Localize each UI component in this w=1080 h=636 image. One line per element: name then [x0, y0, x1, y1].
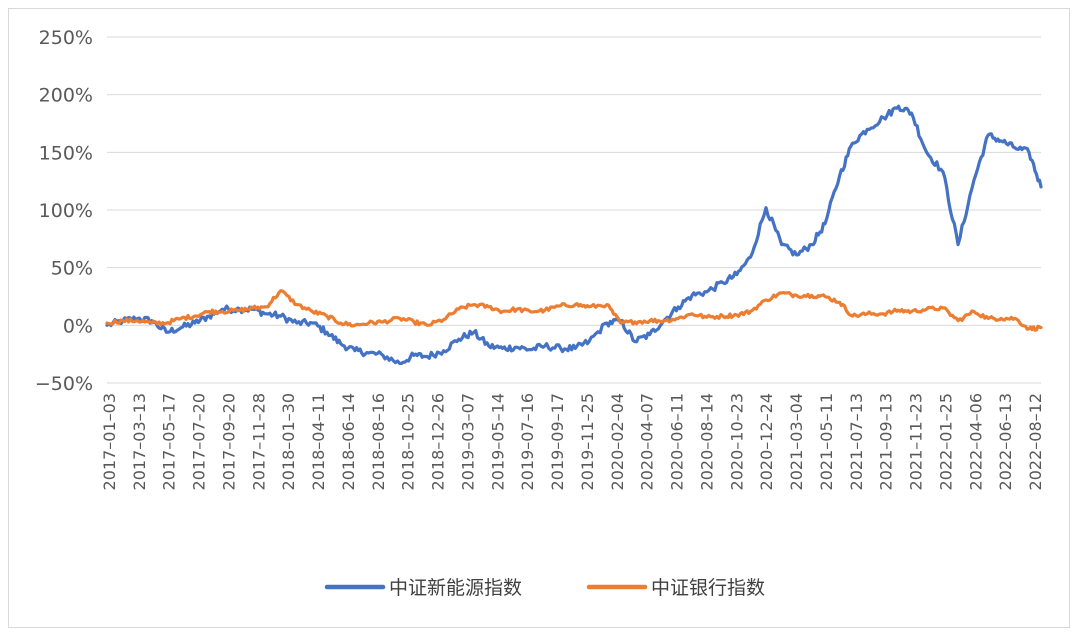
x-tick-label: 2022–06–13: [996, 393, 1015, 490]
y-tick-label: −50%: [35, 373, 93, 395]
x-tick-label: 2019–11–25: [578, 393, 597, 490]
y-tick-label: 100%: [39, 200, 93, 222]
x-tick-label: 2017–11–28: [249, 393, 268, 490]
x-tick-label: 2018–01–30: [279, 393, 298, 490]
x-tick-label: 2022–04–06: [966, 393, 985, 490]
x-tick-label: 2018–04–11: [309, 393, 328, 490]
x-tick-label: 2020–08–14: [697, 393, 716, 490]
line-chart: 250% 200% 150% 100% 50% 0% −50% 2017–01–03 2017–…: [35, 27, 1045, 599]
chart-frame: 250% 200% 150% 100% 50% 0% −50% 2017–01–03 2017–…: [8, 8, 1070, 628]
x-tick-label: 2017–07–20: [190, 393, 209, 490]
x-tick-label: 2018–10–25: [399, 393, 418, 490]
x-tick-label: 2019–09–17: [548, 393, 567, 490]
y-tick-label: 150%: [39, 142, 93, 164]
legend-label-1: 中证银行指数: [651, 577, 765, 599]
x-tick-label: 2022–08–12: [1026, 393, 1045, 490]
legend-label-0: 中证新能源指数: [389, 577, 522, 599]
x-tick-label: 2017–03–13: [130, 393, 149, 490]
x-tick-label: 2022–01–25: [936, 393, 955, 490]
x-tick-label: 2020–02–04: [608, 393, 627, 490]
series-line-0: [105, 104, 1043, 365]
x-tick-label: 2017–01–03: [100, 393, 119, 490]
x-tick-label: 2019–05–14: [488, 393, 507, 490]
x-tick-label: 2021–11–23: [907, 393, 926, 490]
x-tick-label: 2018–08–16: [369, 393, 388, 490]
x-tick-label: 2019–03–07: [458, 393, 477, 490]
y-tick-label: 0%: [63, 315, 93, 337]
x-tick-label: 2020–10–23: [727, 393, 746, 490]
x-tick-label: 2021–03–04: [787, 393, 806, 490]
y-tick-label: 50%: [51, 258, 93, 280]
series-line-1: [105, 289, 1043, 332]
y-tick-label: 200%: [39, 85, 93, 107]
x-tick-label: 2020–04–07: [638, 393, 657, 490]
y-tick-label: 250%: [39, 27, 93, 49]
x-tick-label: 2021–07–13: [847, 393, 866, 490]
x-tick-label: 2017–09–20: [219, 393, 238, 490]
x-tick-label: 2020–06–11: [668, 393, 687, 490]
x-tick-label: 2021–09–13: [877, 393, 896, 490]
x-tick-label: 2018–06–14: [339, 393, 358, 490]
x-tick-label: 2021–05–11: [817, 393, 836, 490]
x-tick-label: 2017–05–17: [160, 393, 179, 490]
x-tick-label: 2019–07–16: [518, 393, 537, 490]
x-tick-label: 2020–12–24: [757, 393, 776, 490]
x-tick-label: 2018–12–26: [429, 393, 448, 490]
